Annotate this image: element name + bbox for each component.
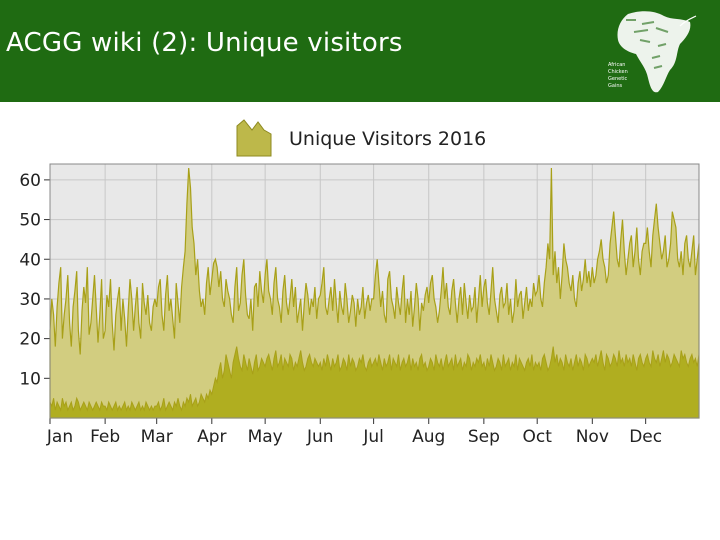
x-tick-label: Nov bbox=[576, 427, 609, 447]
y-tick-label: 50 bbox=[19, 211, 41, 231]
x-tick-label: Feb bbox=[90, 427, 120, 447]
x-tick-label: Mar bbox=[141, 427, 173, 447]
axis-layer: 10 20 30 40 50 60 Jan Feb Mar Apr May Jun Jul Aug Sep O… bbox=[19, 163, 700, 447]
logo-line-2: Chicken bbox=[608, 69, 628, 75]
logo-line-1: African bbox=[608, 62, 625, 68]
x-tick-label: Oct bbox=[522, 427, 552, 447]
logo-line-4: Gains bbox=[608, 83, 622, 89]
y-tick-label: 30 bbox=[19, 290, 41, 310]
plot-border bbox=[49, 163, 700, 419]
x-tick-label: Dec bbox=[629, 427, 662, 447]
chart-legend: Unique Visitors 2016 bbox=[236, 119, 486, 157]
y-tick-label: 40 bbox=[19, 250, 41, 270]
y-tick-label: 60 bbox=[19, 171, 41, 191]
chart-title: Unique Visitors 2016 bbox=[289, 128, 486, 150]
x-tick-label: Aug bbox=[412, 427, 445, 447]
slide-header: ACGG wiki (2): Unique visitors African C… bbox=[0, 0, 720, 102]
x-tick-label: Apr bbox=[197, 427, 226, 447]
logo-line-3: Genetic bbox=[608, 76, 628, 82]
series-area-lower bbox=[49, 346, 700, 419]
slide-title: ACGG wiki (2): Unique visitors bbox=[6, 28, 403, 58]
x-tick-label: May bbox=[248, 427, 283, 447]
x-tick-label: Jun bbox=[306, 427, 334, 447]
y-tick-label: 10 bbox=[19, 369, 41, 389]
x-tick-label: Jul bbox=[362, 427, 384, 447]
area-layer bbox=[49, 167, 700, 419]
y-tick-label: 20 bbox=[19, 330, 41, 350]
x-tick-label: Sep bbox=[468, 427, 500, 447]
series-area-upper bbox=[49, 167, 700, 419]
unique-visitors-chart: Unique Visitors 2016 10 20 30 40 50 60 Jan Feb M… bbox=[19, 119, 700, 447]
legend-swatch bbox=[236, 119, 272, 157]
x-tick-label: Jan bbox=[46, 427, 73, 447]
acgg-africa-map-logo: African Chicken Genetic Gains bbox=[608, 11, 697, 93]
